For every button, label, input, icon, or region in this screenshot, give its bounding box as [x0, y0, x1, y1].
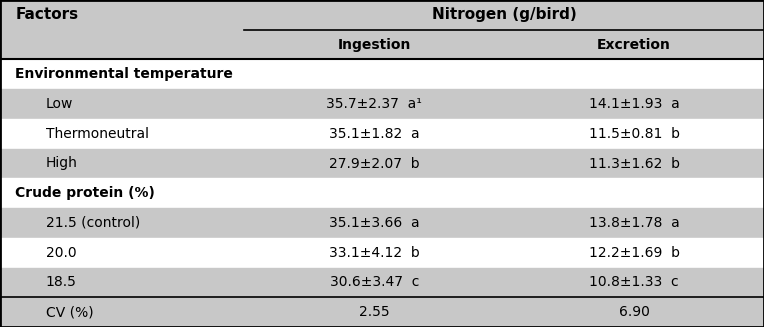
Text: 6.90: 6.90 — [619, 305, 649, 319]
Bar — [0, 119, 764, 149]
Text: 10.8±1.33  c: 10.8±1.33 c — [589, 275, 679, 289]
Text: 18.5: 18.5 — [46, 275, 76, 289]
Text: 11.3±1.62  b: 11.3±1.62 b — [588, 157, 680, 170]
Text: CV (%): CV (%) — [46, 305, 93, 319]
Bar — [0, 267, 764, 297]
Text: Nitrogen (g/bird): Nitrogen (g/bird) — [432, 8, 577, 22]
Text: Thermoneutral: Thermoneutral — [46, 127, 149, 141]
Bar — [0, 238, 764, 267]
Text: Environmental temperature: Environmental temperature — [15, 67, 233, 81]
Text: 21.5 (control): 21.5 (control) — [46, 216, 140, 230]
Bar — [0, 208, 764, 238]
Text: 35.7±2.37  a¹: 35.7±2.37 a¹ — [326, 97, 422, 111]
Text: 12.2±1.69  b: 12.2±1.69 b — [588, 246, 680, 260]
Bar — [0, 60, 764, 89]
Text: Crude protein (%): Crude protein (%) — [15, 186, 155, 200]
Text: Ingestion: Ingestion — [338, 38, 411, 52]
Text: Factors: Factors — [15, 8, 79, 22]
Bar — [0, 149, 764, 178]
Text: 11.5±0.81  b: 11.5±0.81 b — [588, 127, 680, 141]
Bar — [0, 30, 764, 60]
Text: 27.9±2.07  b: 27.9±2.07 b — [329, 157, 419, 170]
Bar — [0, 0, 764, 30]
Text: Low: Low — [46, 97, 73, 111]
Text: 2.55: 2.55 — [359, 305, 390, 319]
Bar — [0, 89, 764, 119]
Text: Excretion: Excretion — [597, 38, 671, 52]
Text: 13.8±1.78  a: 13.8±1.78 a — [589, 216, 679, 230]
Text: 30.6±3.47  c: 30.6±3.47 c — [330, 275, 419, 289]
Text: 14.1±1.93  a: 14.1±1.93 a — [589, 97, 679, 111]
Text: 35.1±1.82  a: 35.1±1.82 a — [329, 127, 419, 141]
Text: High: High — [46, 157, 78, 170]
Text: 33.1±4.12  b: 33.1±4.12 b — [329, 246, 419, 260]
Bar — [0, 30, 764, 60]
Text: 20.0: 20.0 — [46, 246, 76, 260]
Bar — [0, 178, 764, 208]
Text: 35.1±3.66  a: 35.1±3.66 a — [329, 216, 419, 230]
